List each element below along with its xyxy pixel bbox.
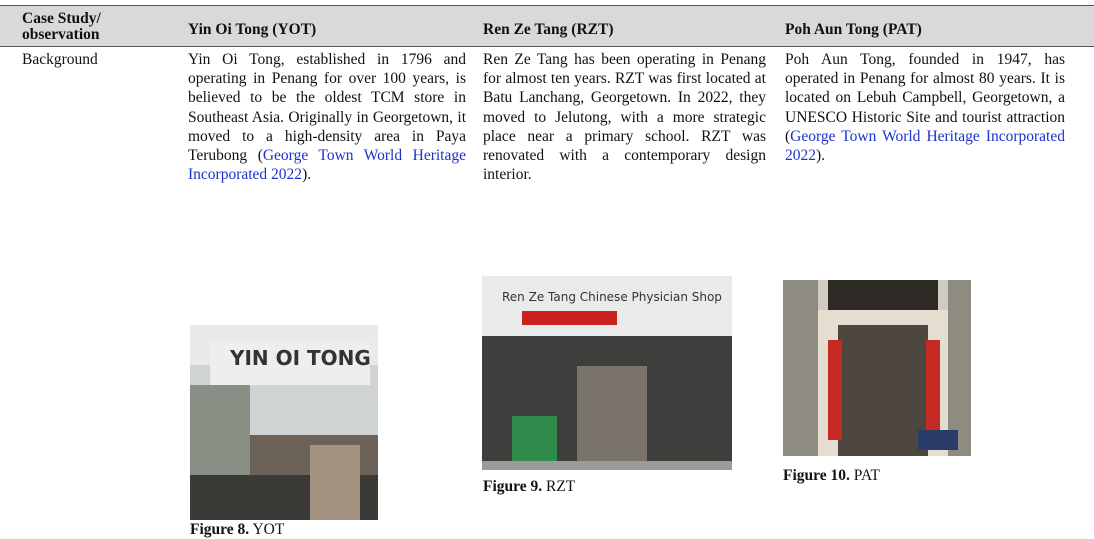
svg-text:Ren Ze Tang Chinese Physician: Ren Ze Tang Chinese Physician Shop: [502, 290, 722, 304]
figure-text: PAT: [853, 467, 880, 484]
cell-text: Poh Aun Tong, founded in 1947, has opera…: [785, 50, 1065, 165]
header-cell: Poh Aun Tong (PAT): [785, 21, 922, 38]
photo-rzt: Ren Ze Tang Chinese Physician Shop: [482, 276, 732, 470]
header-cell: Ren Ze Tang (RZT): [483, 21, 614, 38]
photo-yot: YIN OI TONG: [190, 325, 378, 520]
header-cell: Yin Oi Tong (YOT): [188, 21, 317, 38]
cell-text: Ren Ze Tang has been operating in Penang…: [483, 50, 766, 184]
figure-text: RZT: [546, 478, 576, 495]
table-header: [0, 5, 1094, 47]
figure-caption: Figure 10. PAT: [783, 467, 880, 485]
svg-text:YIN OI TONG: YIN OI TONG: [229, 346, 371, 370]
text: Ren Ze Tang has been operating in Penang…: [483, 51, 766, 184]
citation-link[interactable]: George Town World Heritage Incorporated …: [188, 147, 466, 184]
citation-link[interactable]: George Town World Heritage Incorporated …: [785, 127, 1065, 165]
text: Yin Oi Tong, established in 1796 and ope…: [188, 51, 466, 165]
text: Poh Aun Tong, founded in 1947, has opera…: [785, 51, 1065, 145]
figure-label: Figure 10.: [783, 467, 850, 484]
header-cell: Case Study/ observation: [22, 10, 101, 43]
figure-text: YOT: [252, 521, 285, 538]
figure-label: Figure 9.: [483, 478, 543, 495]
figure-caption: Figure 9. RZT: [483, 478, 575, 496]
text: ).: [302, 166, 312, 184]
figure-caption: Figure 8. YOT: [190, 521, 284, 539]
photo-pat: [783, 280, 971, 456]
text: ).: [816, 147, 826, 165]
row-label: Background: [22, 51, 98, 68]
cell-text: Yin Oi Tong, established in 1796 and ope…: [188, 50, 466, 184]
figure-label: Figure 8.: [190, 521, 250, 538]
